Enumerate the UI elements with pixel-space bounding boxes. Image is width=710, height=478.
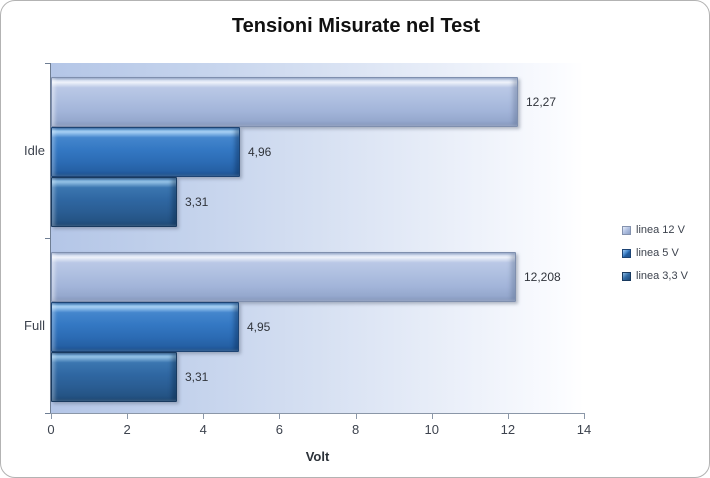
legend-item-linea-5-v: linea 5 V bbox=[622, 247, 688, 259]
bar-value-label-linea-12-v-idle: 12,27 bbox=[526, 95, 557, 109]
x-axis-tick-label: 6 bbox=[275, 422, 284, 437]
chart-title: Tensioni Misurate nel Test bbox=[231, 15, 481, 37]
bar-value-label-linea-5-v-full: 4,95 bbox=[247, 320, 271, 334]
x-axis-tick bbox=[51, 414, 52, 419]
bar-linea-5-v-idle bbox=[51, 127, 240, 177]
x-axis-tick-label: 12 bbox=[500, 422, 516, 437]
x-axis-title: Volt bbox=[305, 449, 330, 464]
x-axis-tick bbox=[127, 414, 129, 419]
bar-value-label-linea-5-v-idle: 4,96 bbox=[248, 145, 272, 159]
bar-linea-12-v-full bbox=[51, 252, 516, 302]
x-axis-tick bbox=[431, 414, 433, 419]
x-axis-tick bbox=[355, 414, 357, 419]
legend-item-linea-3-3-v: linea 3,3 V bbox=[622, 270, 688, 282]
x-axis-tick bbox=[279, 414, 281, 419]
x-axis-line bbox=[46, 413, 585, 414]
legend-marker-icon bbox=[622, 271, 631, 281]
legend-label: linea 3,3 V bbox=[636, 270, 688, 282]
y-axis-tick bbox=[45, 238, 50, 239]
x-axis-tick bbox=[507, 414, 509, 419]
bar-value-label-linea-3-3-v-full: 3,31 bbox=[185, 370, 209, 384]
x-axis-tick-label: 4 bbox=[199, 422, 207, 437]
legend-marker-icon bbox=[622, 225, 631, 235]
legend-label: linea 12 V bbox=[636, 224, 685, 236]
x-axis-tick-label: 10 bbox=[424, 422, 439, 437]
plot-area: 12,27 4,96 3,31 12,208 4,95 3,31 bbox=[51, 63, 584, 413]
x-axis-tick-label: 14 bbox=[576, 422, 592, 437]
x-axis-tick bbox=[584, 414, 585, 419]
y-axis-category-label-full: Full bbox=[24, 318, 45, 333]
bar-value-label-linea-3-3-v-idle: 3,31 bbox=[185, 195, 209, 209]
x-axis-tick-label: 2 bbox=[123, 422, 131, 437]
y-axis-category-label-idle: Idle bbox=[24, 143, 45, 158]
x-axis-tick-label: 8 bbox=[351, 422, 360, 437]
legend-item-linea-12-v: linea 12 V bbox=[622, 224, 688, 236]
bar-linea-12-v-idle bbox=[51, 77, 518, 127]
bar-linea-5-v-full bbox=[51, 302, 239, 352]
bar-value-label-linea-12-v-full: 12,208 bbox=[524, 270, 561, 284]
x-axis-tick-label: 0 bbox=[47, 422, 55, 437]
x-axis-tick bbox=[203, 414, 205, 419]
legend: linea 12 V linea 5 V linea 3,3 V bbox=[622, 224, 688, 282]
y-axis-tick bbox=[45, 63, 50, 64]
legend-marker-icon bbox=[622, 248, 631, 258]
bar-linea-3-3-v-full bbox=[51, 352, 177, 402]
y-axis-tick bbox=[45, 413, 50, 414]
bar-linea-3-3-v-idle bbox=[51, 177, 177, 227]
y-axis-line bbox=[50, 63, 51, 413]
legend-label: linea 5 V bbox=[636, 247, 679, 259]
